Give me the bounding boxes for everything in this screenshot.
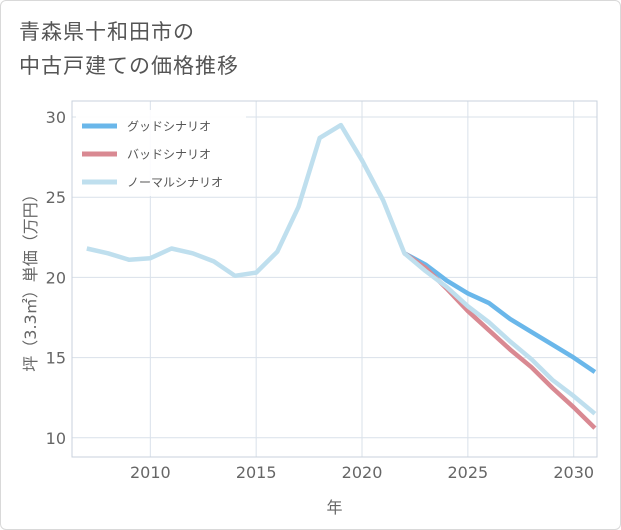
chart-title: 青森県十和田市の 中古戸建ての価格推移 (19, 15, 239, 83)
y-tick-label: 15 (46, 349, 66, 368)
x-tick-label: 2020 (342, 463, 383, 482)
legend-label-normal: ノーマルシナリオ (127, 176, 223, 190)
series-line-bad (403, 251, 597, 430)
series-line-good (403, 251, 597, 374)
chart-title-line-2: 中古戸建ての価格推移 (19, 54, 239, 78)
x-tick-label: 2025 (448, 463, 489, 482)
legend-label-bad: バッドシナリオ (127, 148, 211, 162)
y-tick-label: 10 (46, 429, 66, 448)
y-axis-ticks: 10 15 20 25 30 (46, 108, 66, 448)
chart-title-line-1: 青森県十和田市の (19, 20, 195, 44)
legend-label-good: グッドシナリオ (127, 120, 211, 134)
x-tick-label: 2030 (553, 463, 594, 482)
x-axis-title: 年 (326, 498, 342, 517)
y-tick-label: 20 (46, 268, 66, 287)
y-axis-title: 坪（3.3㎡）単価（万円） (21, 186, 40, 371)
y-tick-label: 25 (46, 188, 66, 207)
y-tick-label: 30 (46, 108, 66, 127)
x-axis-ticks: 2010 2015 2020 2025 2030 (130, 463, 594, 482)
series-lines (86, 122, 597, 430)
plot-frame (71, 100, 598, 458)
x-tick-label: 2015 (236, 463, 277, 482)
series-line-normal (86, 122, 597, 416)
x-tick-label: 2010 (130, 463, 171, 482)
